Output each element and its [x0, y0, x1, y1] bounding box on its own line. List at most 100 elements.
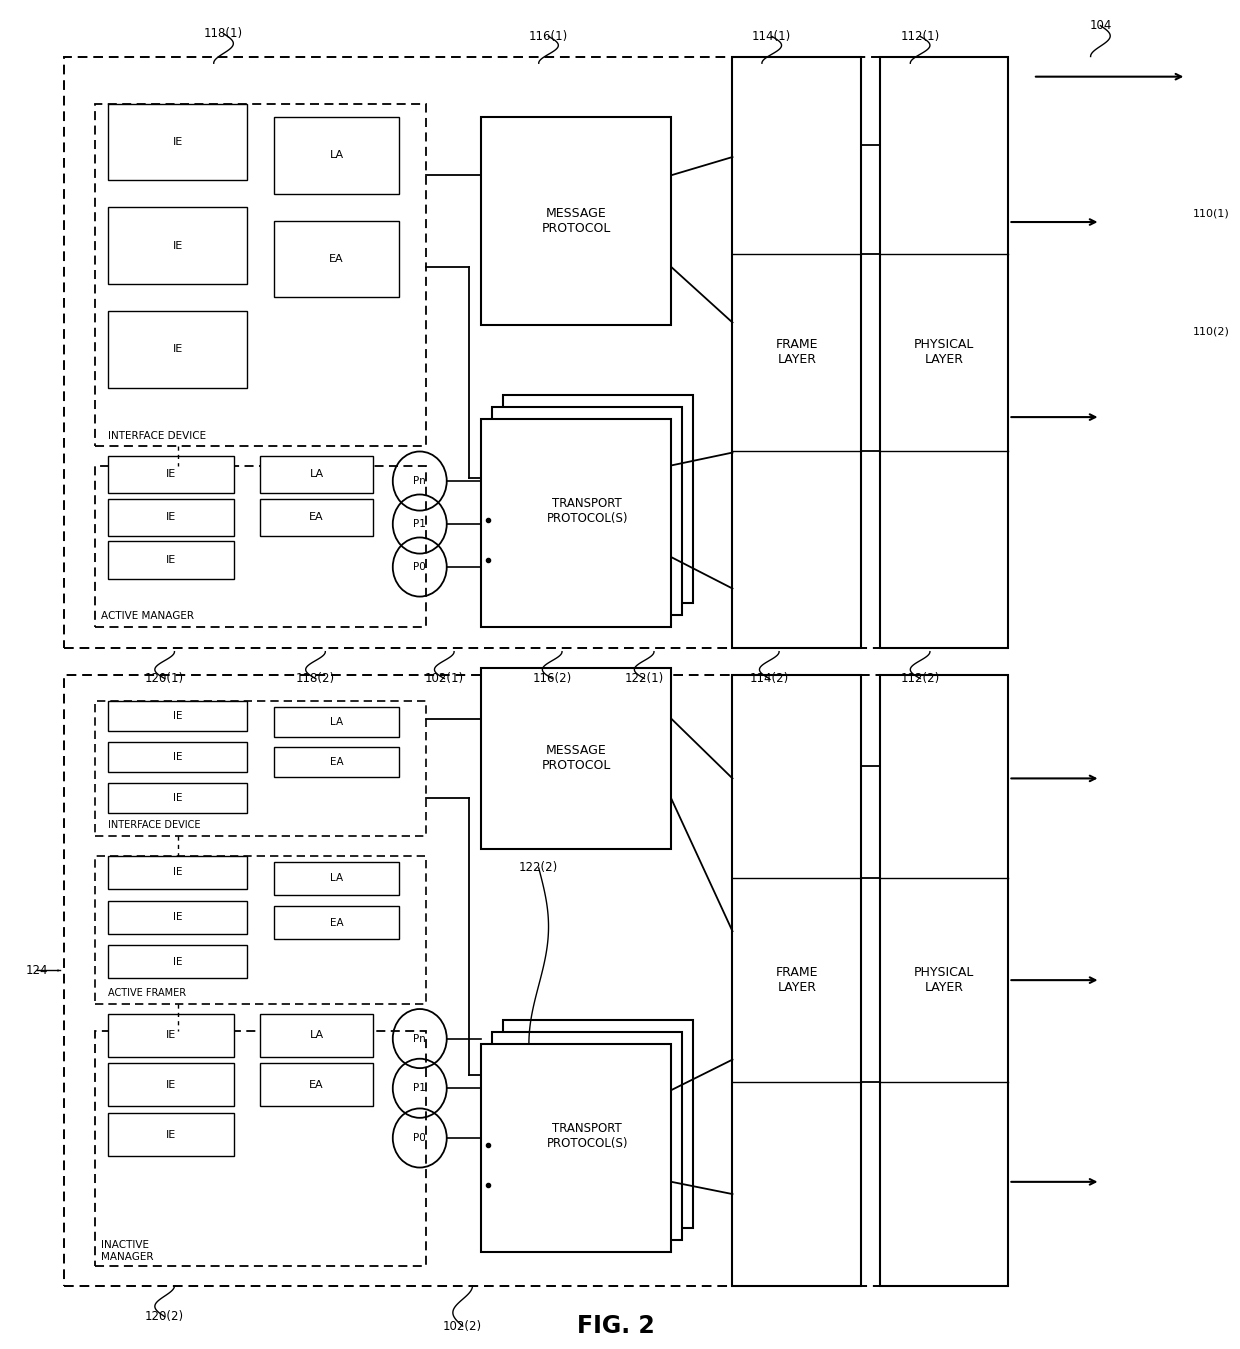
Text: IE: IE	[172, 912, 182, 923]
Text: 110(1): 110(1)	[1193, 209, 1229, 219]
Bar	[492, 407, 682, 615]
Text: 114(2): 114(2)	[750, 672, 789, 685]
Bar	[108, 1013, 234, 1056]
Text: TRANSPORT
PROTOCOL(S): TRANSPORT PROTOCOL(S)	[547, 1122, 627, 1149]
Bar	[260, 1013, 373, 1056]
Bar	[274, 907, 399, 939]
Bar	[108, 742, 247, 772]
Bar	[64, 674, 978, 1286]
Text: FRAME
LAYER: FRAME LAYER	[776, 339, 818, 366]
Text: P0: P0	[413, 1133, 427, 1143]
Bar	[879, 674, 1008, 1286]
Bar	[274, 862, 399, 894]
Text: Pn: Pn	[413, 1033, 427, 1044]
Text: IE: IE	[172, 711, 182, 722]
Bar	[94, 701, 425, 836]
Bar	[108, 901, 247, 934]
Bar	[481, 420, 671, 627]
Text: LA: LA	[330, 873, 343, 884]
Text: P1: P1	[413, 1083, 427, 1093]
Bar	[108, 456, 234, 494]
Text: MESSAGE
PROTOCOL: MESSAGE PROTOCOL	[542, 208, 611, 235]
Text: EA: EA	[329, 254, 343, 264]
Bar	[260, 456, 373, 494]
Text: INTERFACE DEVICE: INTERFACE DEVICE	[108, 820, 201, 831]
Text: 124: 124	[26, 963, 48, 977]
Bar	[733, 57, 862, 648]
Bar	[108, 310, 247, 387]
Text: 118(2): 118(2)	[296, 672, 335, 685]
Bar	[274, 707, 399, 737]
Text: IE: IE	[166, 513, 176, 522]
Bar	[94, 855, 425, 1004]
Bar	[108, 946, 247, 978]
Text: P0: P0	[413, 563, 427, 572]
Bar	[108, 104, 247, 181]
Bar	[108, 1063, 234, 1106]
Text: Pn: Pn	[413, 476, 427, 486]
Text: MESSAGE
PROTOCOL: MESSAGE PROTOCOL	[542, 745, 611, 773]
Text: FIG. 2: FIG. 2	[577, 1314, 655, 1338]
Bar	[108, 541, 234, 579]
Text: 102(1): 102(1)	[425, 672, 464, 685]
Text: IE: IE	[166, 556, 176, 565]
Text: PHYSICAL
LAYER: PHYSICAL LAYER	[914, 339, 975, 366]
Text: 120(2): 120(2)	[145, 1310, 185, 1323]
Bar	[108, 701, 247, 731]
Bar	[274, 221, 399, 297]
Text: 120(1): 120(1)	[145, 672, 185, 685]
Text: 102(2): 102(2)	[443, 1319, 482, 1333]
Text: 112(1): 112(1)	[900, 30, 940, 43]
Text: 104: 104	[1089, 19, 1111, 32]
Text: 114(1): 114(1)	[753, 30, 791, 43]
Text: IE: IE	[166, 1031, 176, 1040]
Bar	[481, 668, 671, 849]
Text: LA: LA	[310, 469, 324, 479]
Text: IE: IE	[172, 956, 182, 967]
Text: IE: IE	[172, 751, 182, 762]
Text: IE: IE	[172, 136, 182, 147]
Text: IE: IE	[166, 469, 176, 479]
Bar	[260, 499, 373, 536]
Text: EA: EA	[309, 513, 324, 522]
Bar	[879, 57, 1008, 648]
Text: LA: LA	[330, 716, 343, 727]
Text: 122(1): 122(1)	[625, 672, 663, 685]
Bar	[94, 104, 425, 447]
Text: 118(1): 118(1)	[203, 27, 243, 40]
Text: FRAME
LAYER: FRAME LAYER	[776, 966, 818, 994]
Bar	[108, 1113, 234, 1156]
Text: IE: IE	[166, 1081, 176, 1090]
Bar	[481, 117, 671, 325]
Text: TRANSPORT
PROTOCOL(S): TRANSPORT PROTOCOL(S)	[547, 498, 627, 525]
Bar	[274, 747, 399, 777]
Bar	[733, 674, 862, 1286]
Text: EA: EA	[330, 917, 343, 928]
Text: IE: IE	[166, 1129, 176, 1140]
Bar	[503, 395, 693, 603]
Text: IE: IE	[172, 240, 182, 251]
Bar	[94, 467, 425, 627]
Text: LA: LA	[310, 1031, 324, 1040]
Text: 122(2): 122(2)	[520, 862, 558, 874]
Bar	[108, 208, 247, 283]
Text: IE: IE	[172, 793, 182, 803]
Text: INACTIVE
MANAGER: INACTIVE MANAGER	[100, 1240, 154, 1261]
Bar	[108, 782, 247, 812]
Text: 112(2): 112(2)	[900, 672, 940, 685]
Text: EA: EA	[309, 1081, 324, 1090]
Text: IE: IE	[172, 344, 182, 355]
Bar	[94, 1031, 425, 1265]
Bar	[481, 1044, 671, 1252]
Text: ACTIVE FRAMER: ACTIVE FRAMER	[108, 989, 186, 998]
Text: IE: IE	[172, 867, 182, 877]
Text: 116(1): 116(1)	[529, 30, 568, 43]
Bar	[108, 855, 247, 889]
Bar	[503, 1020, 693, 1228]
Text: ACTIVE MANAGER: ACTIVE MANAGER	[100, 611, 193, 621]
Text: 110(2): 110(2)	[1193, 326, 1229, 337]
Text: 116(2): 116(2)	[532, 672, 572, 685]
Text: INTERFACE DEVICE: INTERFACE DEVICE	[108, 430, 206, 441]
Bar	[64, 57, 978, 648]
Text: P1: P1	[413, 519, 427, 529]
